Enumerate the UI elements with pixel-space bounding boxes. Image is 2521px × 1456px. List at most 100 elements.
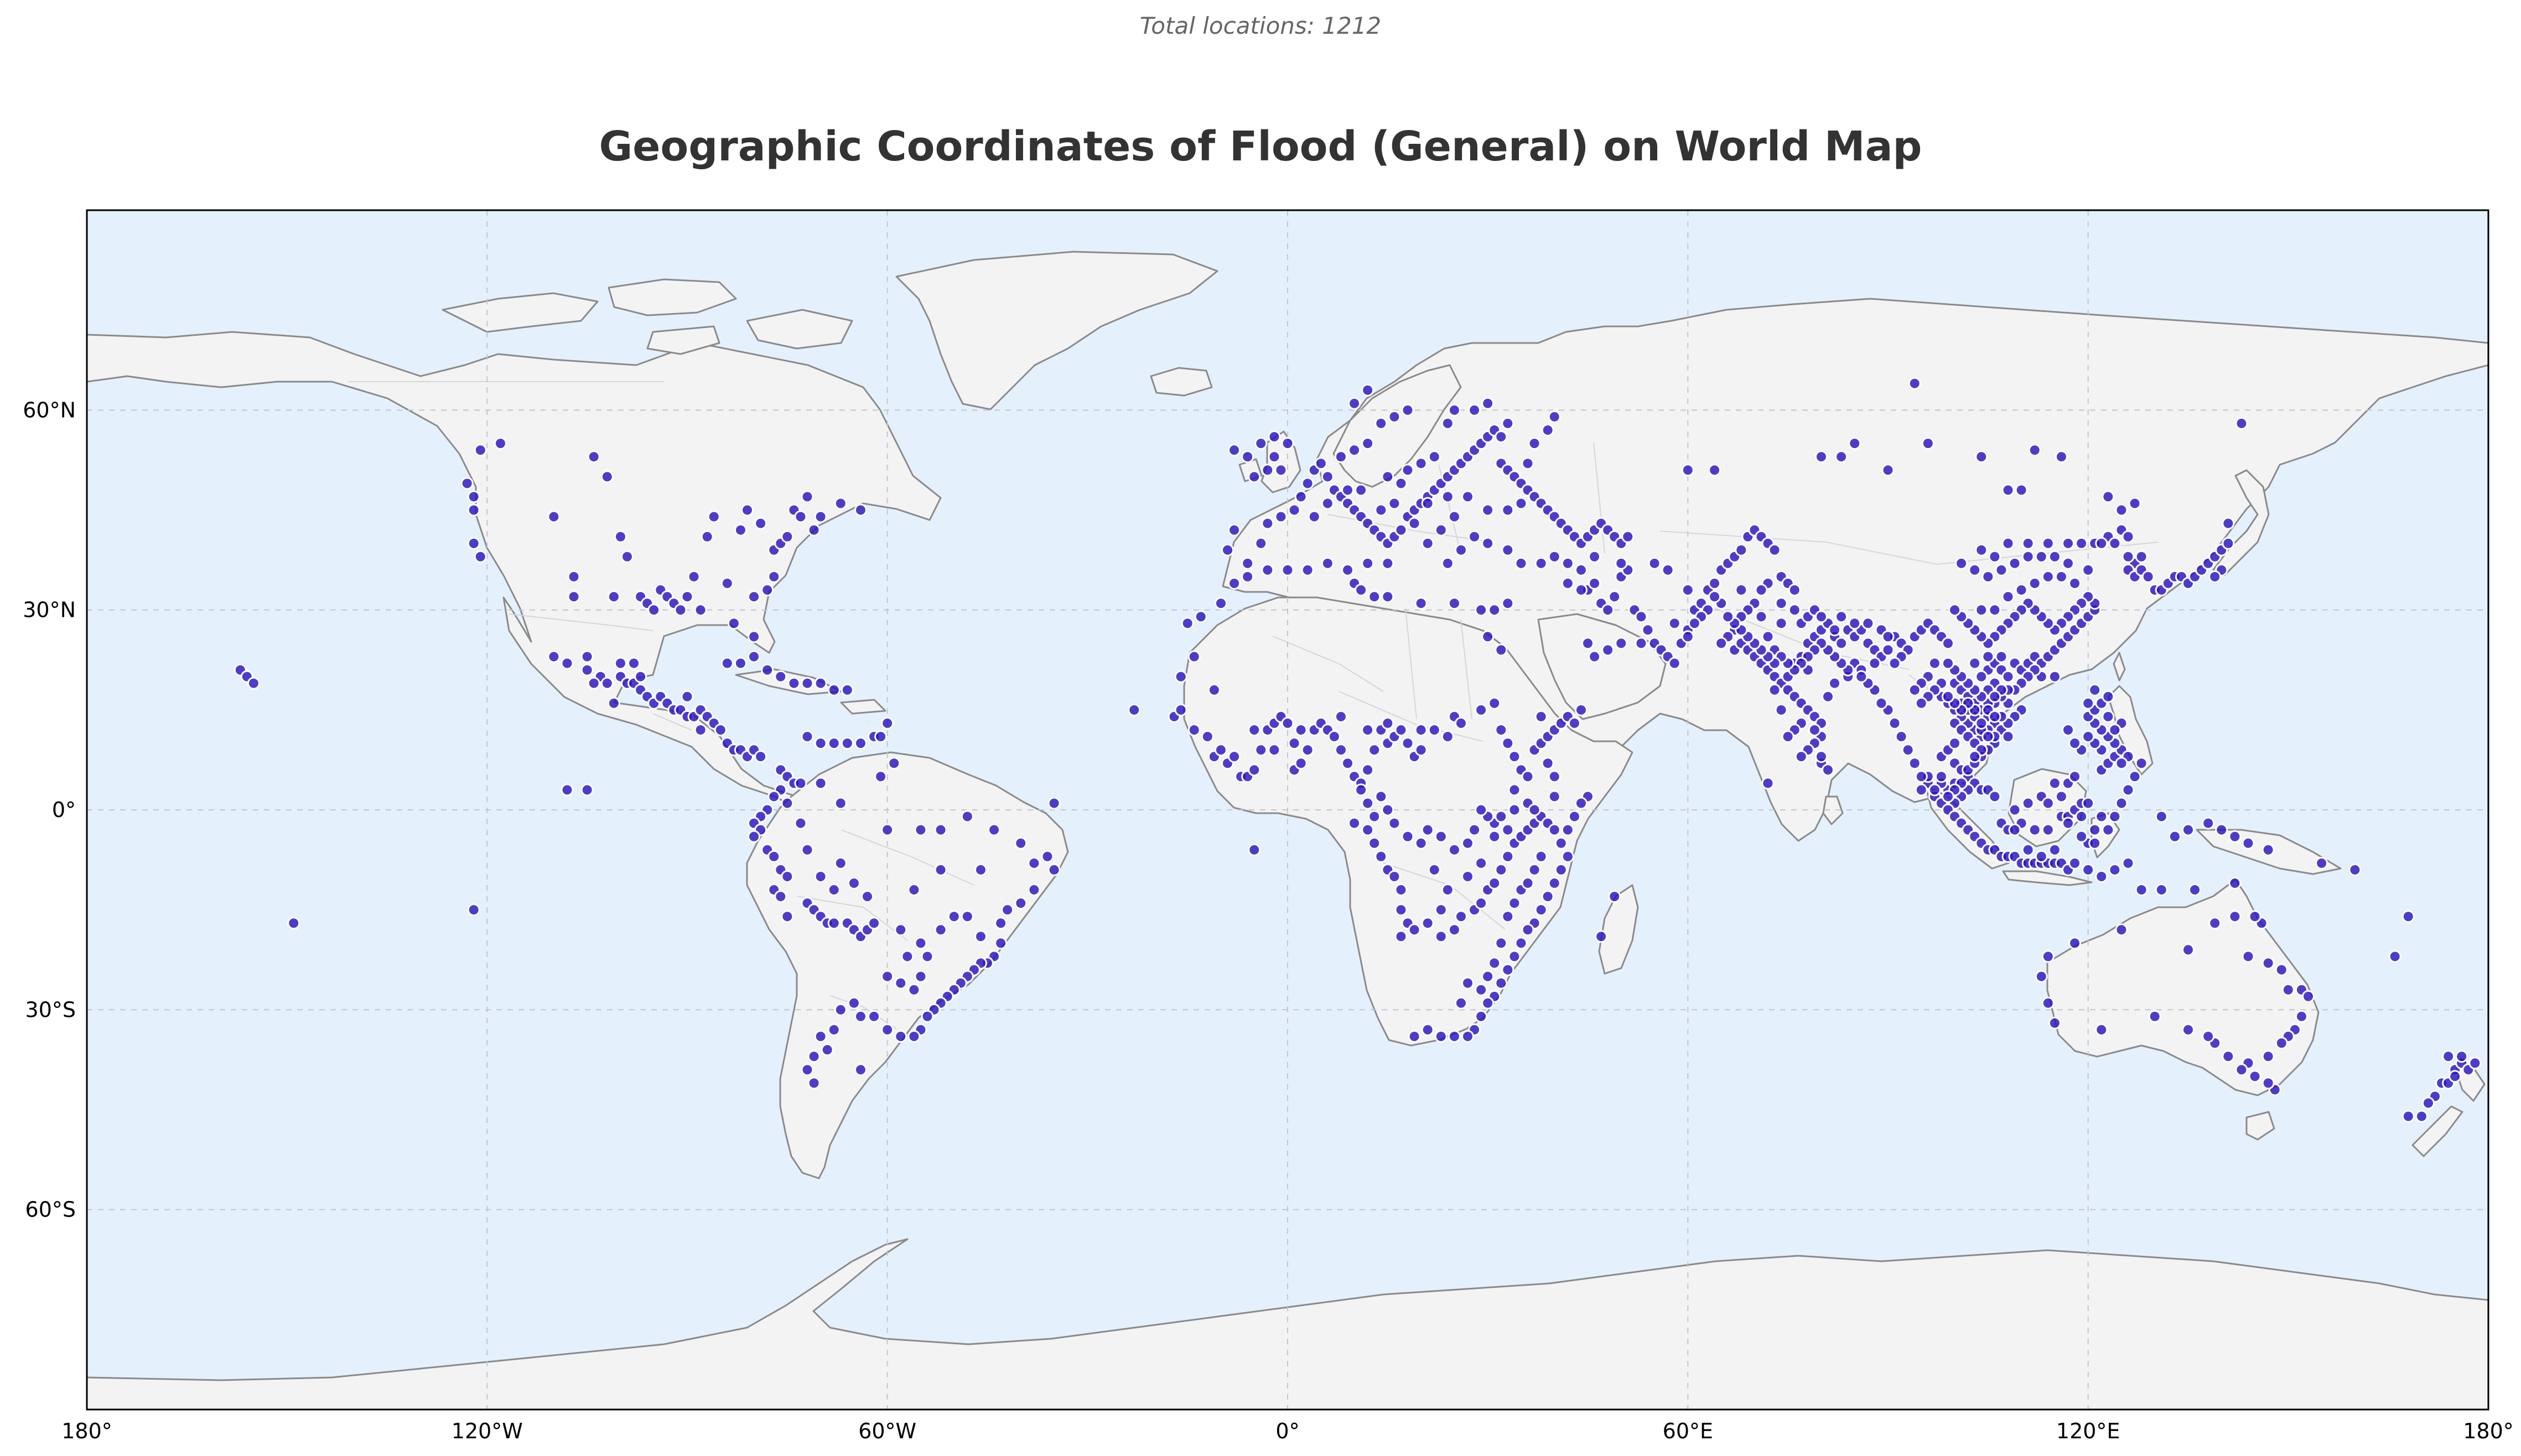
flood-location-point <box>1355 584 1368 597</box>
flood-location-point <box>2228 830 2242 843</box>
flood-location-point <box>1934 770 1948 783</box>
flood-location-point <box>2215 823 2228 836</box>
flood-location-point <box>2095 810 2108 823</box>
flood-location-point <box>1241 450 1254 464</box>
flood-location-point <box>1348 397 1361 410</box>
flood-location-point <box>1228 750 1241 763</box>
flood-location-point <box>1881 464 1895 477</box>
flood-location-point <box>1574 797 1588 810</box>
flood-location-point <box>1475 897 1488 910</box>
flood-location-point <box>614 657 627 670</box>
flood-location-point <box>1521 770 1534 783</box>
flood-location-point <box>720 576 734 590</box>
flood-location-point <box>1321 557 1334 570</box>
flood-location-point <box>934 823 947 836</box>
flood-location-point <box>1761 777 1775 790</box>
flood-location-point <box>1014 836 1028 850</box>
flood-location-point <box>801 677 814 690</box>
y-tick-label: 0° <box>52 798 76 822</box>
flood-location-point <box>1822 690 1834 703</box>
flood-location-point <box>2401 910 2415 923</box>
flood-location-point <box>1755 610 1768 623</box>
flood-location-point <box>827 683 841 696</box>
flood-location-point <box>1554 836 1568 850</box>
flood-location-point <box>1488 696 1501 710</box>
flood-location-point <box>1988 710 2001 723</box>
flood-location-point <box>2202 817 2215 830</box>
flood-location-point <box>1414 723 1428 736</box>
flood-location-point <box>287 917 300 930</box>
flood-location-point <box>1461 870 1474 883</box>
flood-location-point <box>874 730 888 743</box>
flood-location-point <box>1508 783 1521 797</box>
flood-location-point <box>1574 584 1588 597</box>
flood-location-point <box>2102 710 2115 723</box>
flood-location-point <box>1548 410 1561 423</box>
flood-location-point <box>1735 584 1748 597</box>
flood-location-point <box>1588 650 1601 663</box>
flood-location-point <box>1495 810 1508 823</box>
flood-location-point <box>2041 996 2055 1010</box>
flood-location-point <box>1548 770 1561 783</box>
flood-location-point <box>1588 550 1601 563</box>
flood-location-point <box>2208 570 2222 583</box>
flood-location-point <box>1528 437 1541 450</box>
flood-location-point <box>754 517 767 530</box>
flood-location-point <box>1635 637 1648 650</box>
flood-location-point <box>1948 604 1962 617</box>
flood-location-point <box>2082 730 2095 743</box>
flood-location-point <box>1868 657 1881 670</box>
flood-location-point <box>1454 716 1467 730</box>
x-tick-label: 120°W <box>452 1419 523 1443</box>
flood-location-point <box>1028 856 1041 870</box>
flood-location-point <box>1561 557 1574 570</box>
flood-location-point <box>2442 1050 2455 1063</box>
flood-location-point <box>1561 823 1574 836</box>
flood-location-point <box>734 657 747 670</box>
flood-location-point <box>914 937 927 950</box>
flood-location-point <box>694 723 707 736</box>
flood-location-point <box>1915 696 1928 710</box>
flood-location-point <box>2115 503 2128 517</box>
flood-location-point <box>1501 503 1514 517</box>
flood-location-point <box>2121 783 2135 797</box>
flood-location-point <box>894 1030 907 1043</box>
flood-location-point <box>2041 797 2055 810</box>
flood-location-point <box>2315 856 2328 870</box>
flood-location-point <box>2281 983 2295 996</box>
flood-location-point <box>1881 643 1895 657</box>
flood-location-point <box>474 444 487 457</box>
flood-location-point <box>1681 464 1694 477</box>
flood-location-point <box>1508 803 1521 817</box>
flood-location-point <box>467 537 480 550</box>
flood-location-point <box>1361 823 1374 836</box>
flood-location-point <box>2001 730 2015 743</box>
flood-location-point <box>1561 850 1574 863</box>
flood-location-point <box>2188 883 2202 897</box>
flood-location-point <box>874 770 888 783</box>
flood-location-point <box>1341 757 1354 770</box>
flood-location-point <box>1448 597 1461 610</box>
flood-location-point <box>1408 517 1421 530</box>
flood-location-point <box>1501 963 1514 976</box>
flood-location-point <box>1988 690 2001 703</box>
flood-location-point <box>467 490 480 503</box>
flood-location-point <box>1408 1030 1421 1043</box>
flood-location-point <box>827 1023 841 1036</box>
flood-location-point <box>1274 464 1288 477</box>
flood-location-point <box>2261 843 2275 856</box>
flood-location-point <box>827 917 841 930</box>
flood-location-point <box>2048 843 2061 856</box>
flood-location-point <box>1942 690 1954 703</box>
flood-location-point <box>2235 417 2248 430</box>
flood-location-point <box>2121 550 2135 563</box>
flood-location-point <box>1708 590 1721 604</box>
flood-location-point <box>821 1043 834 1057</box>
flood-location-point <box>1401 737 1414 750</box>
flood-location-point <box>1981 650 1995 663</box>
flood-location-point <box>1421 1023 1434 1036</box>
flood-location-point <box>2021 843 2035 856</box>
flood-location-point <box>2242 950 2255 963</box>
flood-location-point <box>1381 557 1394 570</box>
flood-location-point <box>794 777 807 790</box>
